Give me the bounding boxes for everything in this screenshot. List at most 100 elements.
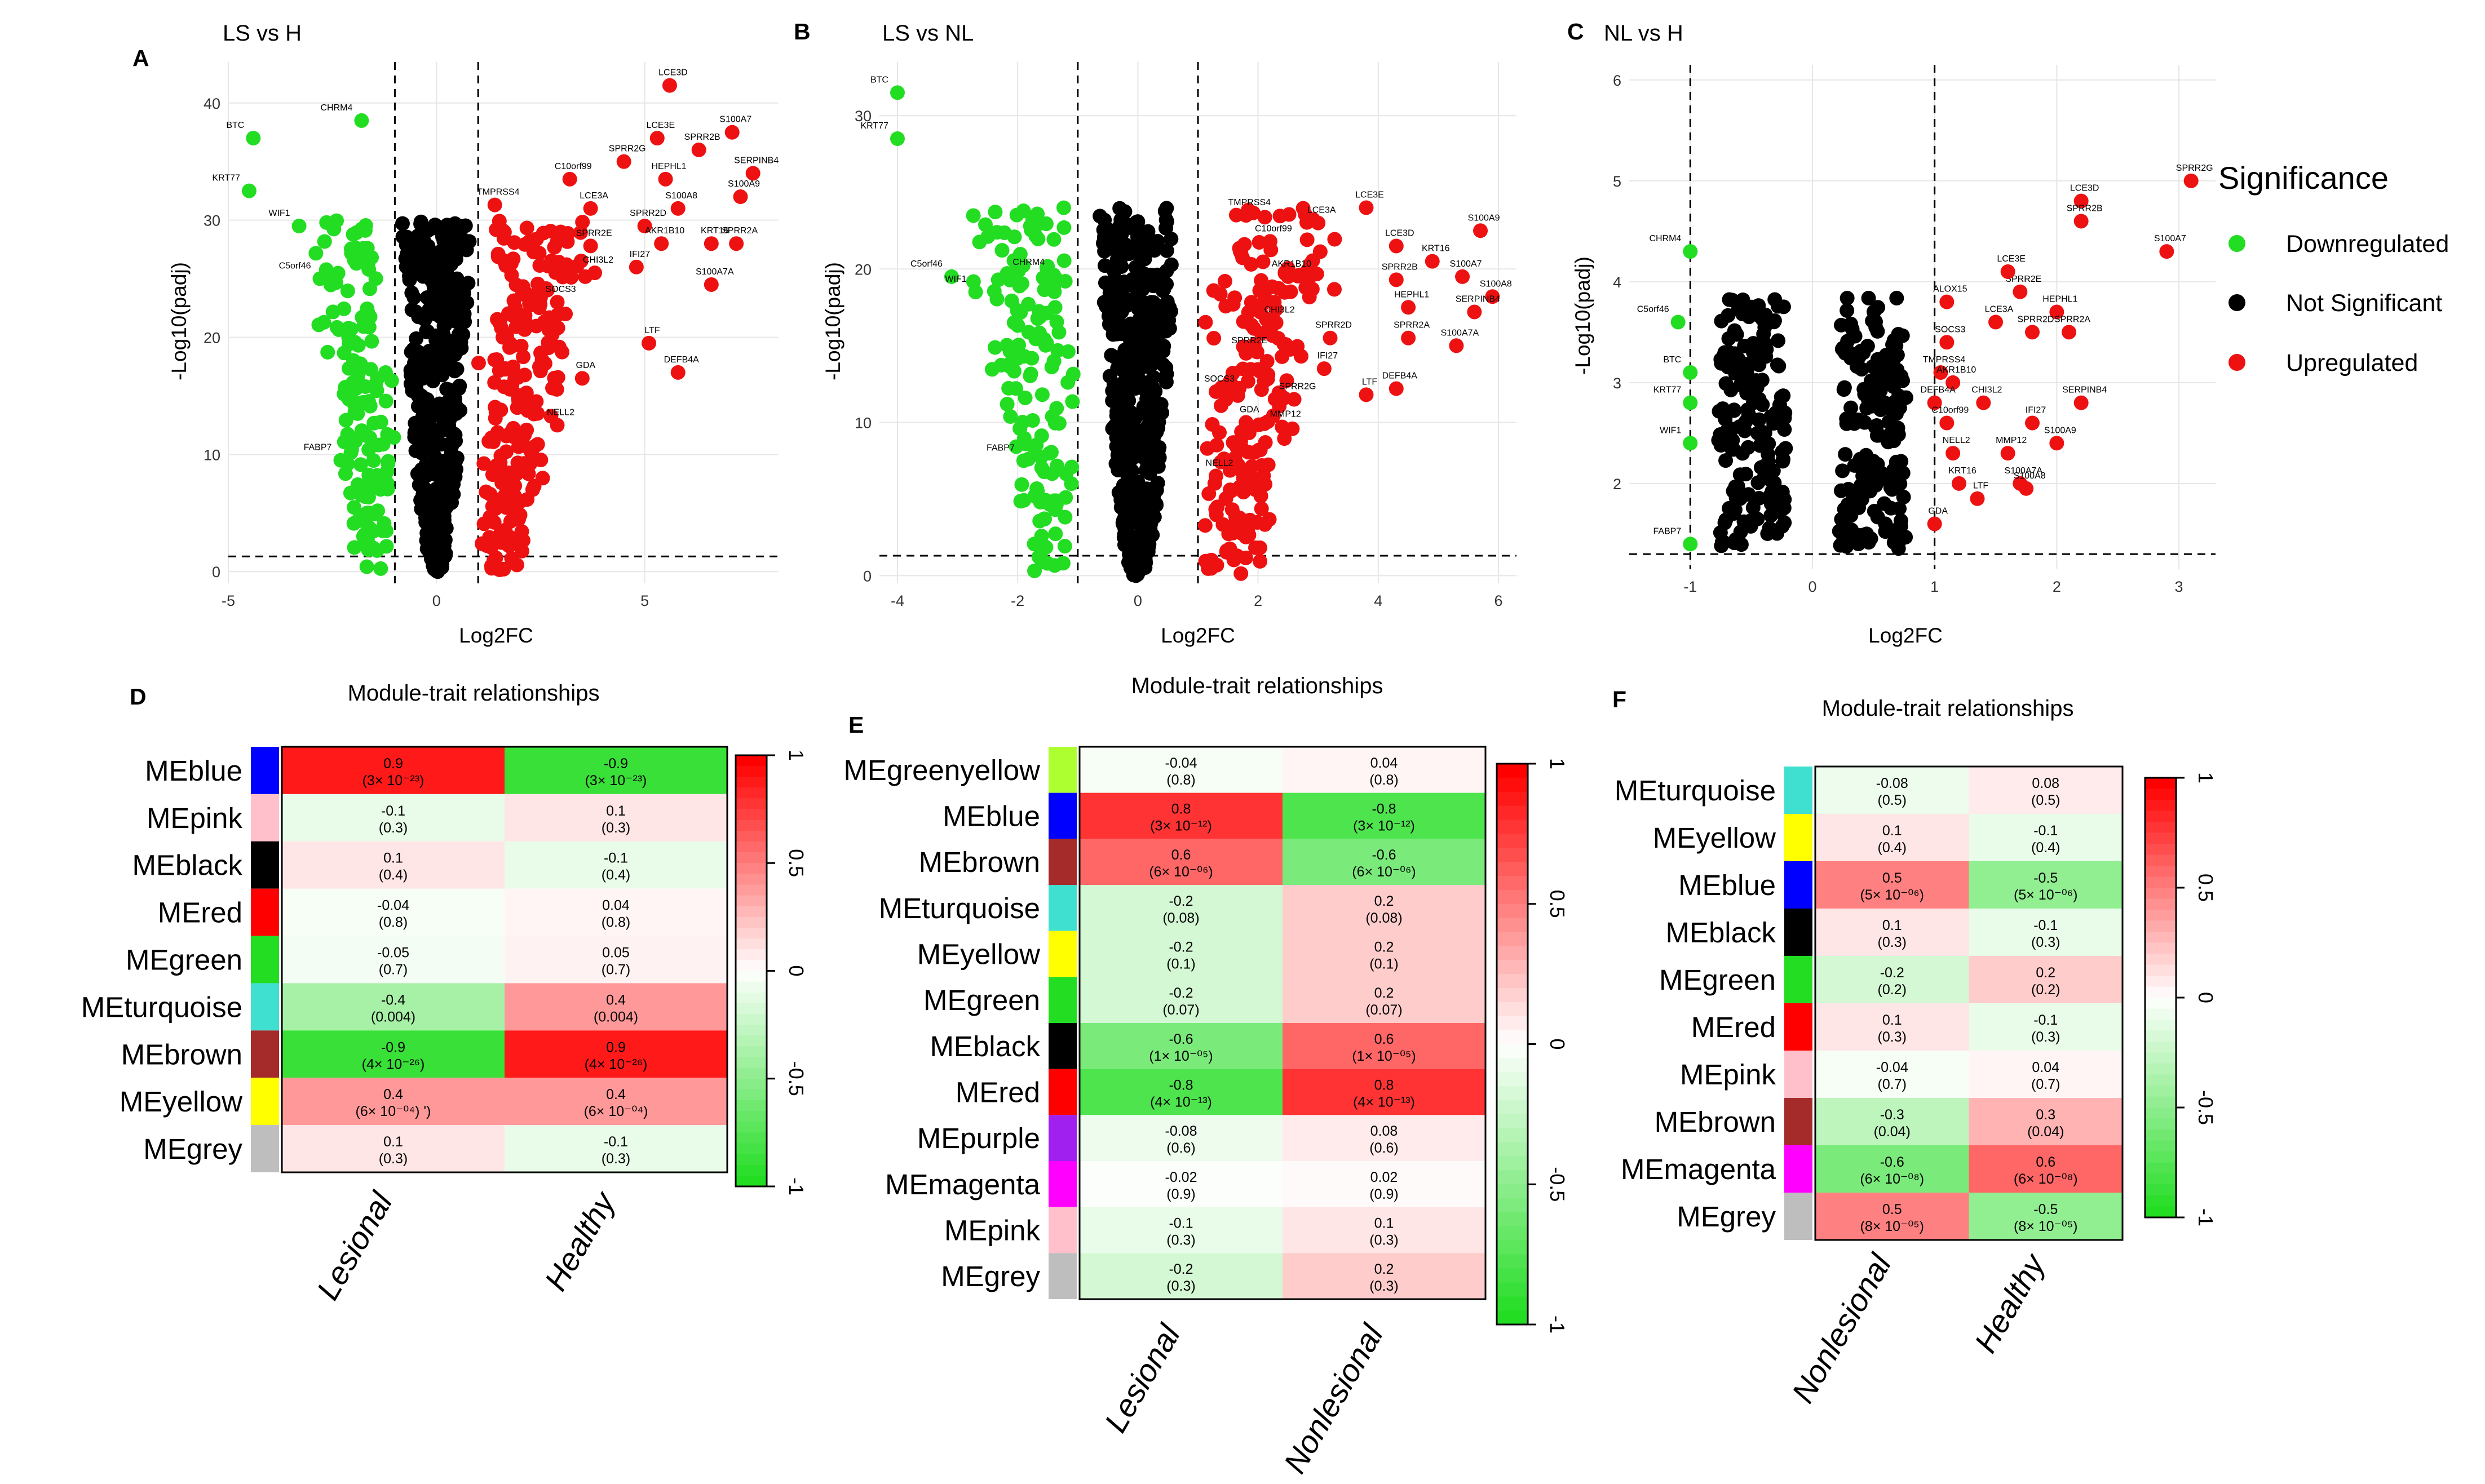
data-point-downregulated [1009, 439, 1024, 454]
data-point-not-significant [1777, 515, 1792, 530]
gene-point [1262, 234, 1277, 249]
data-point-not-significant [448, 433, 463, 449]
module-label: MEpurple [917, 1122, 1040, 1154]
data-point-not-significant [1093, 209, 1108, 224]
colorbar-segment [2145, 920, 2176, 932]
colorbar-segment [736, 1132, 767, 1144]
gene-label: IFI27 [1317, 351, 1338, 361]
gene-point [733, 189, 748, 205]
heatmap-d: MEblue 0.9(3× 10⁻²³)-0.9(3× 10⁻²³)MEpink -… [81, 746, 808, 1306]
data-point-upregulated [555, 269, 571, 285]
data-point-not-significant [1840, 303, 1855, 318]
data-point-upregulated [471, 356, 486, 371]
legend-label-upregulated: Upregulated [2286, 349, 2418, 376]
heatmap-e: MEgreenyellow -0.04(0.8)0.04(0.8)MEblue 0.… [843, 746, 1569, 1479]
data-point-downregulated [361, 442, 377, 457]
cell-correlation: 0.04 [1370, 755, 1398, 771]
gene-point [1208, 384, 1223, 399]
colorbar-segment [2145, 898, 2176, 910]
heatmap-cell [1283, 885, 1485, 931]
volcano-b-ylabel: -Log10(padj) [821, 262, 844, 380]
gene-label: CHI3L2 [1971, 386, 2002, 395]
gene-point [1239, 415, 1254, 430]
colorbar-segment [2145, 1086, 2176, 1097]
data-point-not-significant [1735, 307, 1750, 322]
data-point-downregulated [1017, 349, 1032, 364]
data-point-not-significant [443, 239, 458, 254]
gene-label: KRT77 [860, 121, 888, 131]
data-point-downregulated [1039, 335, 1054, 351]
data-point-not-significant [451, 327, 466, 342]
colorbar-segment [1497, 1310, 1528, 1325]
y-tick-label: 6 [1613, 72, 1621, 89]
module-color-swatch [1049, 1253, 1077, 1299]
cell-correlation: -0.6 [1880, 1154, 1904, 1170]
data-point-downregulated [1012, 421, 1028, 436]
module-color-swatch [1049, 1207, 1077, 1253]
cell-pvalue: (6× 10⁻⁰⁶) [1352, 864, 1416, 880]
y-tick-label: 30 [855, 108, 872, 125]
gene-point [1449, 338, 1464, 353]
data-point-not-significant [1735, 292, 1750, 307]
colorbar-segment [1497, 1002, 1528, 1017]
data-point-upregulated [535, 471, 550, 486]
cell-correlation: 0.4 [606, 992, 626, 1008]
module-label: MEgrey [1677, 1201, 1776, 1233]
data-point-upregulated [1277, 431, 1292, 446]
legend-swatch-downregulated [2228, 235, 2245, 252]
cell-correlation: -0.2 [1169, 940, 1193, 955]
volcano-c-title: NL vs H [1604, 21, 1683, 46]
colorbar-segment [736, 1035, 767, 1047]
cell-pvalue: (0.5) [2031, 792, 2060, 808]
volcano-c-xlabel: Log2FC [1868, 624, 1943, 647]
colorbar-segment [1497, 1044, 1528, 1059]
colorbar-tick-label: 0.5 [1546, 890, 1569, 918]
data-point-not-significant [1164, 257, 1179, 272]
gene-label: C5orf46 [910, 259, 943, 269]
module-color-swatch [1049, 931, 1077, 977]
gene-label: LCE3D [1385, 228, 1414, 238]
x-tick-label: -5 [222, 592, 235, 609]
heatmap-cell [282, 936, 505, 984]
gene-label: AKR1B10 [1272, 259, 1311, 269]
cell-correlation: 0.1 [1882, 1012, 1902, 1028]
gene-label: S100A7A [696, 267, 734, 277]
data-point-not-significant [421, 222, 436, 237]
gene-label: BTC [870, 75, 888, 85]
data-point-upregulated [1217, 273, 1232, 289]
colorbar-segment [2145, 876, 2176, 888]
gene-label: SPRR2D [2018, 314, 2054, 324]
module-label: MEblack [930, 1030, 1040, 1062]
gene-label: SOCS3 [1935, 325, 1965, 334]
data-point-not-significant [1115, 355, 1130, 370]
gene-point [1275, 419, 1290, 435]
module-label: MEyellow [1653, 822, 1776, 854]
module-label: MEgrey [941, 1260, 1040, 1292]
gene-point [574, 371, 590, 386]
y-tick-label: 0 [212, 564, 220, 581]
data-point-not-significant [1861, 290, 1876, 305]
data-point-downregulated [1046, 232, 1062, 247]
colorbar-segment [2145, 1108, 2176, 1119]
heatmap-cell [282, 841, 505, 889]
colorbar-segment [736, 884, 767, 896]
gene-label: S100A7 [2154, 234, 2186, 243]
heatmap-border [281, 746, 728, 1173]
module-label: MEred [158, 897, 242, 929]
gene-label: WIF1 [945, 274, 966, 284]
gene-label: S100A9 [1468, 213, 1500, 223]
data-point-downregulated [361, 467, 377, 482]
data-point-upregulated [1254, 501, 1269, 516]
data-point-not-significant [409, 331, 424, 346]
gene-label: S100A7 [719, 115, 751, 125]
cell-correlation: -0.5 [2033, 1202, 2058, 1217]
cell-correlation: 0.3 [2036, 1107, 2055, 1123]
data-point-not-significant [419, 525, 435, 541]
panel-label-d: D [130, 684, 147, 710]
data-point-not-significant [444, 460, 459, 476]
module-color-swatch [251, 1125, 279, 1172]
data-point-not-significant [1122, 333, 1138, 348]
colorbar-tick-label: 1 [785, 750, 808, 761]
data-point-upregulated [1253, 553, 1268, 569]
data-point-downregulated [349, 404, 364, 419]
